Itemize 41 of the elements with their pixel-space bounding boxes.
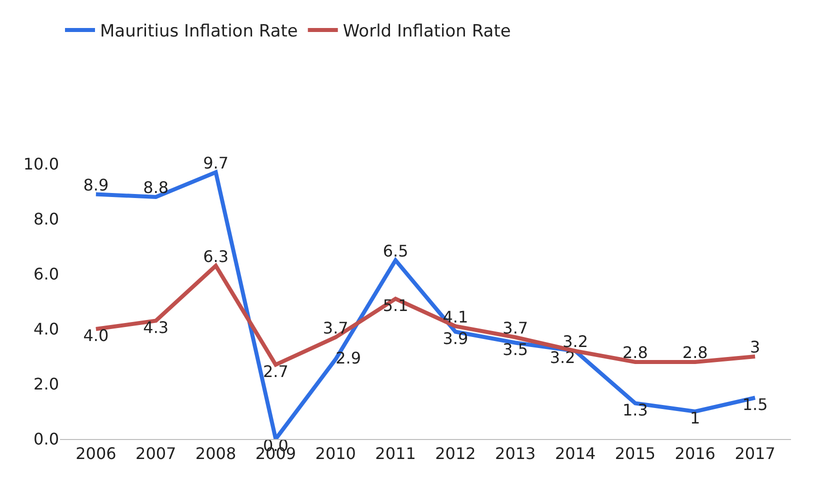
x-tick-label: 2010 xyxy=(315,444,356,464)
x-tick-label: 2013 xyxy=(495,444,536,464)
x-tick-label: 2006 xyxy=(76,444,116,464)
x-tick-label: 2015 xyxy=(614,444,656,464)
x-tick-label: 2016 xyxy=(674,444,716,464)
x-tick-label: 2011 xyxy=(375,444,416,464)
data-label: 2.9 xyxy=(336,348,362,368)
x-tick-label: 2017 xyxy=(734,444,776,464)
data-label: 3.7 xyxy=(322,318,348,338)
data-label: 1 xyxy=(690,408,700,428)
y-tick-label: 4.0 xyxy=(34,320,59,339)
x-tick-label: 2007 xyxy=(136,444,176,464)
y-tick-label: 10.0 xyxy=(23,154,59,174)
data-label: 3.2 xyxy=(550,348,576,367)
data-label: 8.9 xyxy=(83,175,109,194)
data-label: 3.2 xyxy=(562,332,588,351)
legend-label: Mauritius Inflation Rate xyxy=(100,22,298,42)
legend-label: World Inflation Rate xyxy=(342,22,511,42)
y-tick-label: 0.0 xyxy=(34,430,59,449)
data-label: 3.9 xyxy=(442,328,468,348)
data-label: 4.3 xyxy=(143,318,169,337)
x-tick-label: 2008 xyxy=(195,444,236,464)
data-label: 1.3 xyxy=(622,400,648,420)
data-label: 4.0 xyxy=(83,326,109,345)
data-label: 2.8 xyxy=(682,343,708,362)
data-label: 2.8 xyxy=(622,343,648,362)
data-label: 1.5 xyxy=(742,394,768,414)
data-label: 3.7 xyxy=(502,318,528,338)
data-label: 4.1 xyxy=(442,307,468,326)
data-label: 3.5 xyxy=(502,340,528,359)
x-tick-label: 2014 xyxy=(554,444,596,464)
data-label: 6.5 xyxy=(382,241,408,260)
data-label: 6.3 xyxy=(203,246,229,266)
y-tick-label: 6.0 xyxy=(34,264,59,284)
data-label: 8.8 xyxy=(143,178,169,197)
y-tick-label: 2.0 xyxy=(34,374,59,394)
data-label: 2.7 xyxy=(262,362,288,381)
x-tick-label: 2012 xyxy=(435,444,476,464)
data-label: 3 xyxy=(750,338,760,356)
y-tick-label: 8.0 xyxy=(34,210,59,229)
data-label: 9.7 xyxy=(203,153,229,172)
